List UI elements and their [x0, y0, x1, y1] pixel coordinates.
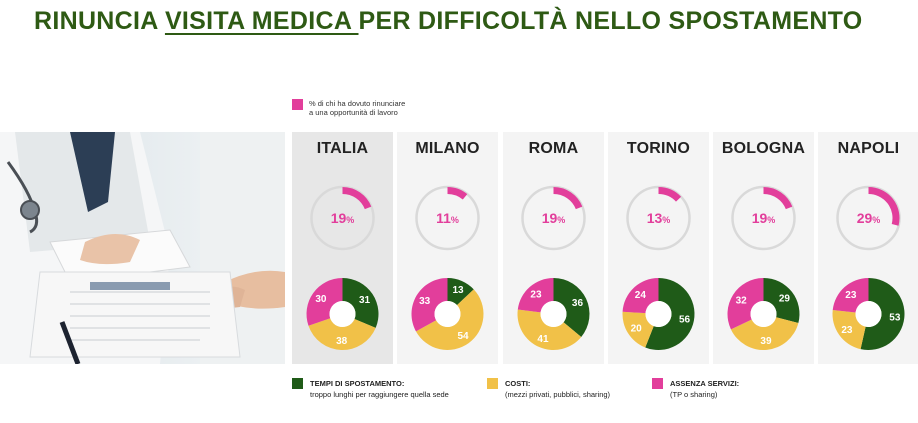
city-label-bologna: BOLOGNA — [721, 140, 806, 157]
title-part-1: RINUNCIA — [34, 7, 165, 35]
donut-slice-tempi-roma — [553, 278, 590, 337]
ring-value-italia: 19% — [331, 210, 355, 226]
title-part-3: PER DIFFICOLTÀ NELLO SPOSTAMENTO — [358, 7, 863, 35]
ring-legend-line-1: % di chi ha dovuto rinunciare — [309, 99, 406, 108]
ring-arc-napoli — [868, 187, 900, 226]
donut-slice-assenza-italia — [306, 278, 343, 326]
city-label-italia: ITALIA — [316, 140, 369, 157]
donut-hole-italia — [329, 301, 356, 327]
donut-label-tempi-italia: 31 — [359, 295, 371, 306]
legend-swatch-pink — [652, 378, 663, 389]
donut-label-costi-milano: 54 — [458, 331, 470, 342]
legend-subtitle-assenza: (TP o sharing) — [670, 390, 718, 399]
legend-item-assenza: ASSENZA SERVIZI: (TP o sharing) — [652, 378, 739, 400]
donut-hole-bologna — [750, 301, 777, 327]
legend-title-assenza: ASSENZA SERVIZI: — [670, 379, 740, 388]
donut-label-costi-napoli: 23 — [841, 325, 853, 336]
legend-title-costi: COSTI: — [505, 379, 531, 388]
donut-label-tempi-bologna: 29 — [779, 293, 791, 304]
donut-label-assenza-torino: 24 — [635, 290, 647, 301]
ring-arc-torino — [658, 187, 682, 202]
doctor-photo — [0, 132, 285, 364]
donut-slice-assenza-roma — [517, 278, 554, 313]
donut-hole-milano — [434, 301, 461, 327]
donut-slice-tempi-torino — [645, 278, 695, 350]
donut-slice-tempi-bologna — [763, 278, 800, 323]
legend-item-costi: COSTI: (mezzi privati, pubblici, sharing… — [487, 378, 610, 400]
city-label-roma: ROMA — [528, 140, 579, 157]
ring-value-roma: 19% — [542, 210, 566, 226]
city-label-napoli: NAPOLI — [837, 140, 900, 157]
donut-label-tempi-napoli: 53 — [889, 312, 901, 323]
ring-value-milano: 11% — [436, 210, 459, 226]
ring-legend: % di chi ha dovuto rinunciare a una oppo… — [292, 99, 439, 117]
ring-legend-text: % di chi ha dovuto rinunciare a una oppo… — [309, 99, 439, 117]
legend-title-tempi: TEMPI DI SPOSTAMENTO: — [310, 379, 405, 388]
donut-slice-tempi-milano — [447, 278, 474, 306]
donut-slice-costi-bologna — [730, 317, 799, 351]
ring-legend-line-2: a una opportunità di lavoro — [309, 108, 398, 117]
donut-label-tempi-milano: 13 — [452, 285, 464, 296]
donut-slice-costi-milano — [415, 289, 484, 351]
donut-label-tempi-torino: 56 — [679, 314, 691, 325]
donut-slice-costi-italia — [308, 318, 376, 350]
donut-label-costi-torino: 20 — [631, 324, 643, 335]
donut-label-costi-italia: 38 — [336, 336, 348, 347]
donut-hole-napoli — [855, 301, 882, 327]
ring-arc-milano — [447, 187, 468, 200]
ring-legend-swatch — [292, 99, 303, 110]
donut-label-assenza-bologna: 32 — [736, 295, 748, 306]
legend-swatch-green — [292, 378, 303, 389]
donut-slice-assenza-milano — [411, 278, 448, 332]
donut-label-costi-bologna: 39 — [760, 336, 772, 347]
ring-value-napoli: 29% — [857, 210, 881, 226]
donut-label-assenza-italia: 30 — [315, 294, 327, 305]
donut-label-assenza-napoli: 23 — [845, 290, 857, 301]
ring-arc-roma — [553, 187, 583, 210]
legend-subtitle-costi: (mezzi privati, pubblici, sharing) — [505, 390, 611, 399]
donut-hole-roma — [540, 301, 567, 327]
title-part-2: VISITA MEDICA — [164, 7, 359, 35]
city-label-torino: TORINO — [626, 140, 691, 157]
donut-label-tempi-roma: 36 — [572, 298, 584, 309]
legend-item-tempi: TEMPI DI SPOSTAMENTO: troppo lunghi per … — [292, 378, 449, 400]
donut-slice-costi-torino — [622, 311, 654, 348]
donut-label-costi-roma: 41 — [537, 334, 549, 345]
donut-slice-costi-napoli — [832, 310, 866, 350]
donut-slice-tempi-napoli — [860, 278, 905, 351]
donut-label-assenza-roma: 23 — [530, 290, 542, 301]
legend-swatch-yellow — [487, 378, 498, 389]
legend-subtitle-tempi: troppo lunghi per raggiungere quella sed… — [310, 390, 449, 399]
donut-slice-costi-roma — [517, 309, 582, 350]
page-title: RINUNCIA VISITA MEDICA PER DIFFICOLTÀ NE… — [34, 7, 863, 36]
donut-slice-assenza-bologna — [727, 278, 764, 330]
city-label-milano: MILANO — [415, 140, 480, 157]
ring-arc-bologna — [763, 187, 793, 210]
donut-slice-assenza-napoli — [832, 278, 869, 313]
donut-slice-assenza-torino — [622, 278, 659, 314]
ring-value-bologna: 19% — [752, 210, 776, 226]
donut-slice-tempi-italia — [342, 278, 379, 328]
ring-arc-italia — [342, 187, 372, 210]
donut-label-assenza-milano: 33 — [419, 296, 431, 307]
ring-value-torino: 13% — [647, 210, 671, 226]
donut-hole-torino — [645, 301, 672, 327]
